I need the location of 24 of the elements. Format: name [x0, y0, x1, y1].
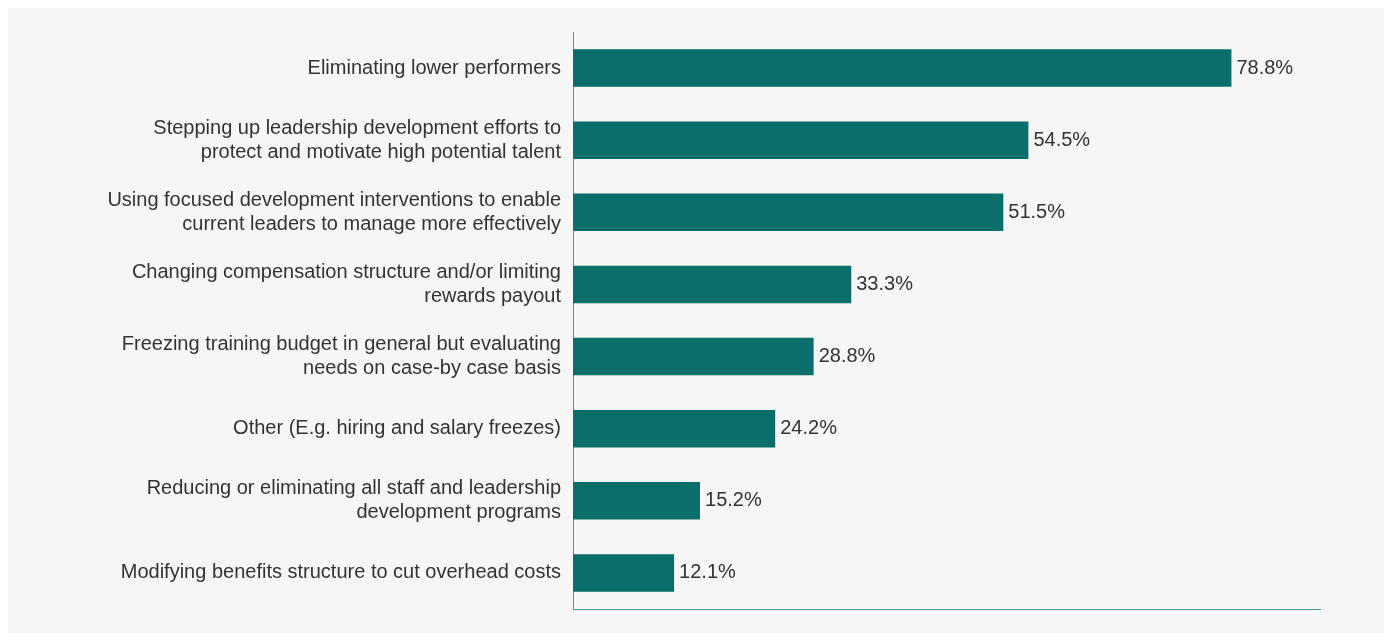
bar	[573, 554, 675, 592]
bar	[573, 193, 1004, 232]
bar	[573, 49, 1232, 87]
data-label: 12.1%	[679, 560, 737, 583]
data-label: 78.8%	[1236, 55, 1294, 78]
bar	[573, 121, 1029, 159]
data-label: 54.5%	[1033, 127, 1091, 150]
data-label: 28.8%	[818, 344, 876, 367]
bar	[573, 265, 852, 304]
y-tick-label: Freezing training budget in general but evaluating needs on case-by case basis	[121, 332, 561, 379]
bar	[573, 409, 776, 448]
bar	[573, 337, 814, 376]
y-tick-label: Reducing or eliminating all staff and leadership development programs	[146, 476, 561, 523]
y-tick-label: Other (E.g. hiring and salary freezes)	[233, 416, 561, 439]
y-tick-label: Modifying benefits structure to cut overhead costs	[120, 560, 561, 583]
data-label: 33.3%	[856, 271, 914, 294]
data-label: 15.2%	[705, 488, 762, 511]
bar	[573, 482, 701, 520]
data-label: 24.2%	[780, 416, 838, 439]
data-label: 51.5%	[1008, 199, 1066, 222]
y-tick-label: Stepping up leadership development efforts to protect and motivate high potential talent	[153, 115, 562, 162]
y-tick-label: Changing compensation structure and/or limiting rewards payout	[131, 259, 562, 306]
y-tick-label: Eliminating lower performers	[307, 55, 561, 78]
y-tick-label: Using focused development interventions to enable current leaders to manage more effectively	[107, 187, 561, 234]
